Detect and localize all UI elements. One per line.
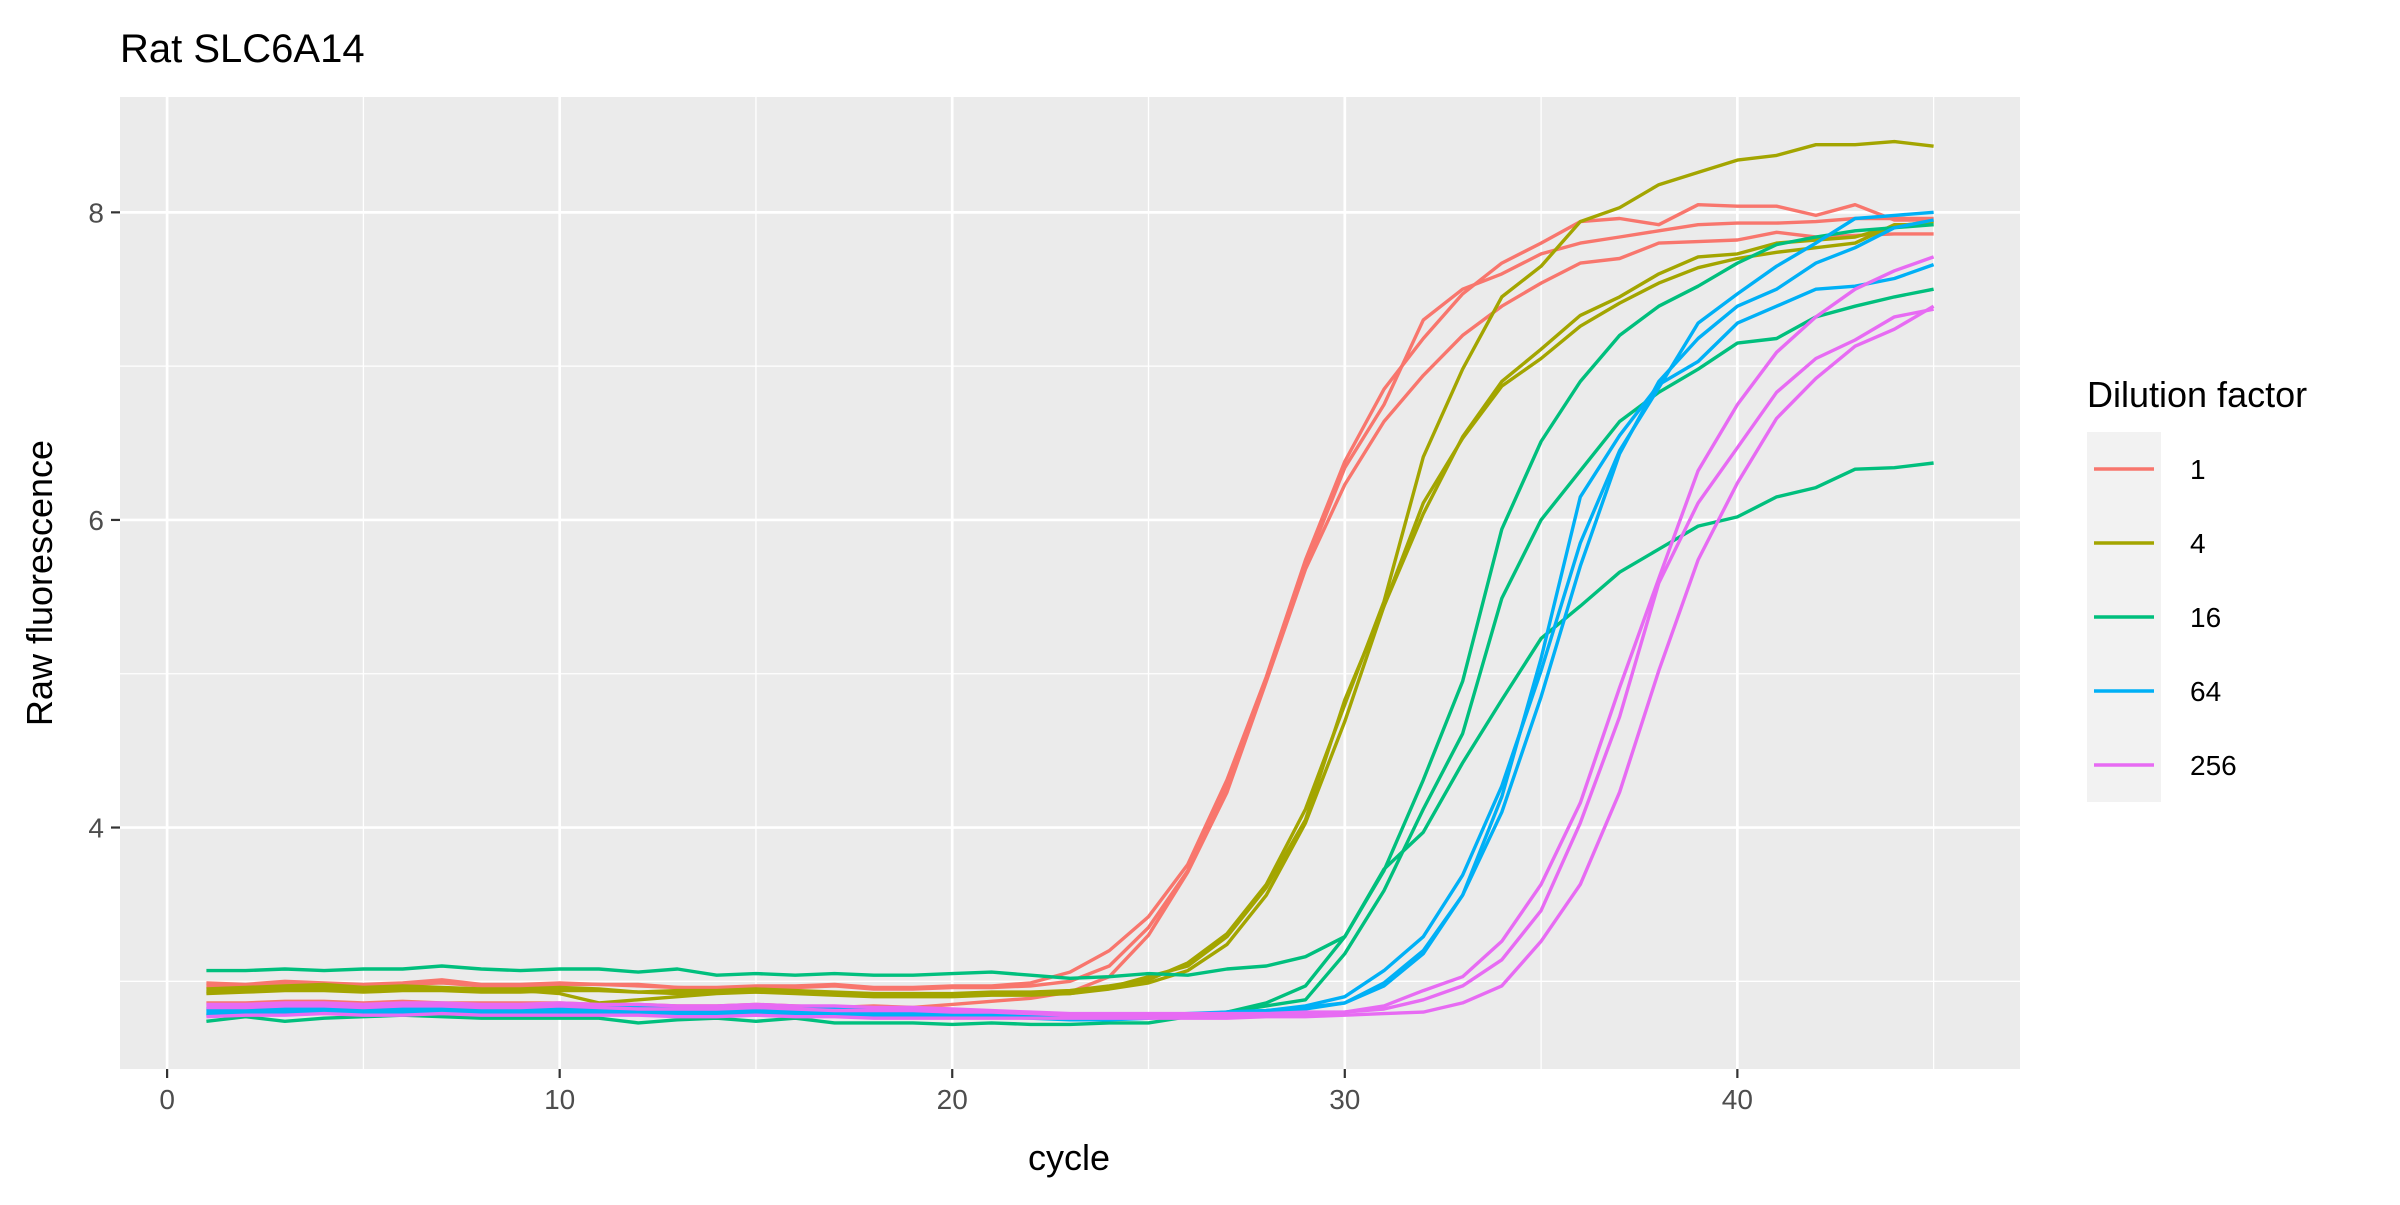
x-axis-title: cycle — [1028, 1137, 1110, 1178]
y-tick-label: 4 — [88, 813, 104, 844]
legend-title: Dilution factor — [2087, 374, 2307, 415]
y-axis: 4 6 8 — [88, 197, 120, 844]
x-tick-label: 40 — [1722, 1084, 1753, 1115]
legend-label: 16 — [2190, 602, 2221, 633]
series-line-dilution-256 — [206, 304, 1935, 1020]
series-line-dilution-4 — [206, 223, 1934, 999]
x-tick-label: 0 — [159, 1084, 175, 1115]
grid-major — [120, 97, 2020, 1069]
legend-label: 64 — [2190, 676, 2221, 707]
legend-label: 4 — [2190, 528, 2206, 559]
plot-panel — [120, 97, 2020, 1069]
series-lines — [206, 139, 1935, 1027]
y-tick-label: 8 — [88, 197, 104, 228]
chart-title: Rat SLC6A14 — [120, 27, 365, 71]
legend-label: 256 — [2190, 750, 2237, 781]
y-tick-label: 6 — [88, 505, 104, 536]
series-line-dilution-16 — [206, 223, 1934, 1027]
y-axis-title: Raw fluorescence — [19, 440, 60, 726]
x-tick-label: 10 — [544, 1084, 575, 1115]
legend: Dilution factor 1 4 16 64 256 — [2087, 374, 2307, 802]
x-tick-label: 20 — [937, 1084, 968, 1115]
series-line-dilution-16 — [206, 461, 1934, 980]
series-line-dilution-1 — [206, 216, 1934, 991]
x-tick-label: 30 — [1329, 1084, 1360, 1115]
legend-label: 1 — [2190, 454, 2206, 485]
x-axis: 0 10 20 30 40 — [159, 1069, 1753, 1115]
series-line-dilution-256 — [206, 307, 1934, 1017]
